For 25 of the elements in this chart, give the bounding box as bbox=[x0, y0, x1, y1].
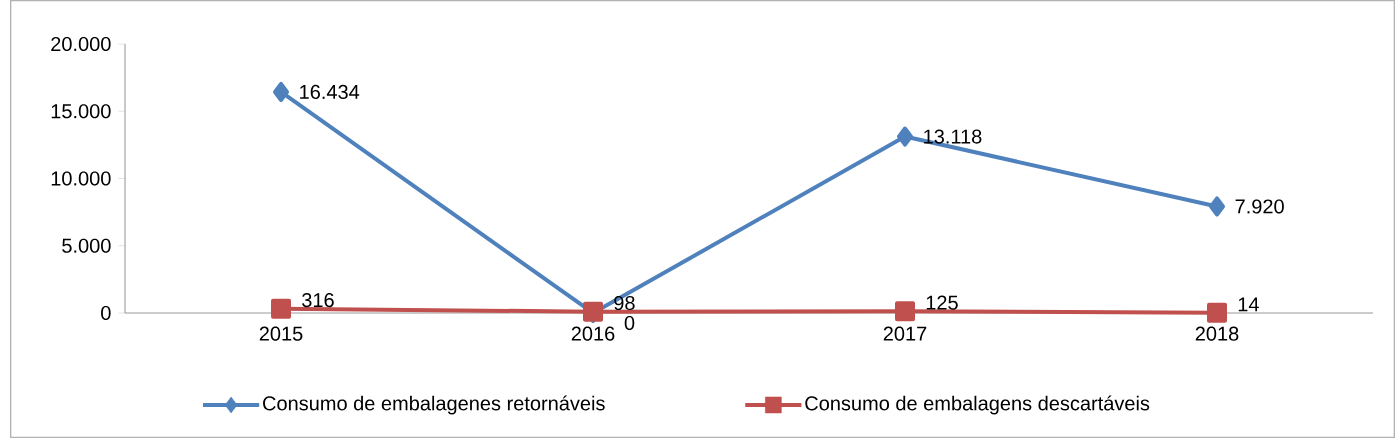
data-label: 0 bbox=[624, 315, 635, 331]
point bbox=[897, 126, 913, 147]
point bbox=[271, 298, 292, 319]
data-label: 16.434 bbox=[300, 84, 360, 100]
y-tick-label: 10.000 bbox=[51, 171, 111, 186]
point bbox=[895, 301, 915, 322]
x-tick-label: 2015 bbox=[259, 326, 303, 341]
y-tick-label: 0 bbox=[101, 305, 111, 321]
point bbox=[1209, 196, 1225, 217]
x-tick-label: 2018 bbox=[1195, 326, 1239, 341]
y-tick-label: 15.000 bbox=[51, 104, 111, 119]
data-label: 125 bbox=[926, 295, 958, 310]
point bbox=[273, 81, 290, 102]
x-tick-label: 2016 bbox=[571, 326, 615, 341]
point bbox=[1207, 302, 1227, 323]
y-tick-label: 20.000 bbox=[51, 36, 111, 52]
data-label: 7.920 bbox=[1235, 199, 1284, 214]
data-label: 98 bbox=[614, 295, 635, 311]
y-tick-label: 5.000 bbox=[62, 238, 111, 253]
legend-label: Consumo de embalagenes retornáveis bbox=[263, 395, 605, 415]
data-label: 14 bbox=[1238, 297, 1259, 312]
data-label: 13.118 bbox=[924, 129, 982, 144]
data-label: 316 bbox=[302, 292, 334, 308]
legend-label: Consumo de embalagens descartáveis bbox=[805, 395, 1150, 415]
x-tick-label: 2017 bbox=[883, 326, 927, 341]
